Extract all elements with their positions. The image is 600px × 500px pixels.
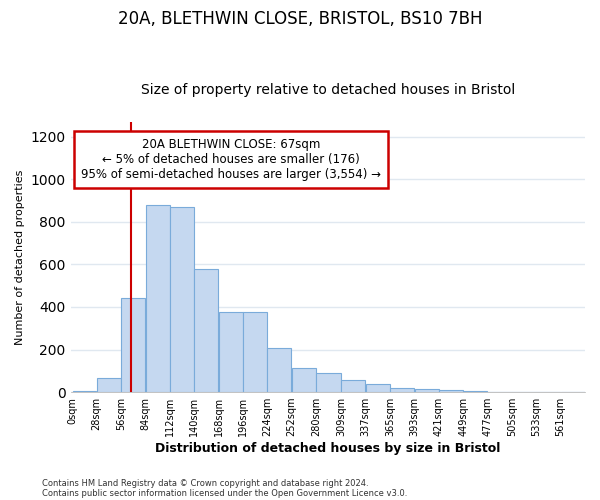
- Bar: [390, 388, 414, 392]
- Text: Contains HM Land Registry data © Crown copyright and database right 2024.: Contains HM Land Registry data © Crown c…: [42, 478, 368, 488]
- Bar: [170, 207, 194, 392]
- Bar: [219, 312, 242, 392]
- X-axis label: Distribution of detached houses by size in Bristol: Distribution of detached houses by size …: [155, 442, 500, 455]
- Y-axis label: Number of detached properties: Number of detached properties: [15, 169, 25, 344]
- Bar: [97, 378, 121, 392]
- Bar: [73, 391, 97, 392]
- Bar: [366, 384, 390, 392]
- Text: 20A, BLETHWIN CLOSE, BRISTOL, BS10 7BH: 20A, BLETHWIN CLOSE, BRISTOL, BS10 7BH: [118, 10, 482, 28]
- Text: 20A BLETHWIN CLOSE: 67sqm
← 5% of detached houses are smaller (176)
95% of semi-: 20A BLETHWIN CLOSE: 67sqm ← 5% of detach…: [81, 138, 381, 180]
- Bar: [268, 348, 292, 392]
- Bar: [292, 368, 316, 392]
- Bar: [439, 390, 463, 392]
- Bar: [316, 373, 341, 392]
- Bar: [243, 312, 267, 392]
- Bar: [121, 298, 145, 392]
- Text: Contains public sector information licensed under the Open Government Licence v3: Contains public sector information licen…: [42, 488, 407, 498]
- Bar: [341, 380, 365, 392]
- Title: Size of property relative to detached houses in Bristol: Size of property relative to detached ho…: [140, 83, 515, 97]
- Bar: [146, 205, 170, 392]
- Bar: [463, 391, 487, 392]
- Bar: [415, 389, 439, 392]
- Bar: [194, 268, 218, 392]
